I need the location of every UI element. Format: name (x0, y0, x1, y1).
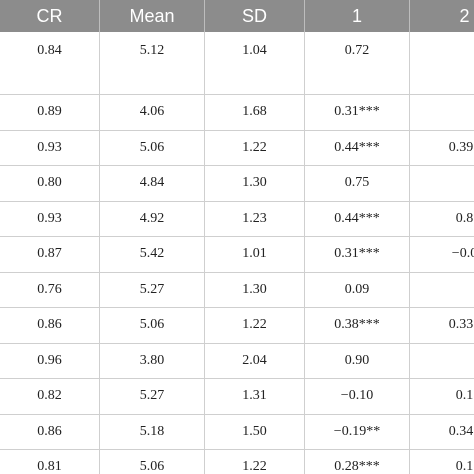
table-cell: −0.0 (410, 237, 474, 273)
table-cell: 1.22 (205, 308, 305, 344)
header-cell: 2 (410, 0, 474, 32)
table-cell: 0.75 (305, 166, 410, 202)
table-cell: −0.10 (305, 379, 410, 415)
table-cell: 5.12 (100, 32, 205, 95)
table-cell: 0.1 (410, 450, 474, 474)
table-cell: 0.90 (305, 343, 410, 379)
table-cell: 0.81 (0, 450, 100, 474)
table-cell: 5.06 (100, 308, 205, 344)
table-cell: 3.80 (100, 343, 205, 379)
table-cell: 1.01 (205, 237, 305, 273)
header-cell: Mean (100, 0, 205, 32)
table-cell: 0.38*** (305, 308, 410, 344)
table-cell: 0.86 (0, 414, 100, 450)
table-cell: 0.96 (0, 343, 100, 379)
empty-cell (410, 166, 474, 202)
table-cell: 0.39* (410, 131, 474, 166)
empty-cell (410, 32, 474, 95)
empty-cell (410, 273, 474, 308)
table-cell: 1.68 (205, 95, 305, 131)
table-cell: 2.04 (205, 343, 305, 379)
table-cell: 5.18 (100, 414, 205, 450)
header-cell: CR (0, 0, 100, 32)
table-cell: 5.06 (100, 450, 205, 474)
table-cell: 0.87 (0, 237, 100, 273)
empty-cell (410, 344, 474, 379)
table-cell: 0.72 (305, 32, 410, 95)
table-cell: 0.09 (305, 272, 410, 308)
table-cell: 0.84 (0, 32, 100, 95)
empty-cell (410, 95, 474, 131)
table-cell: 0.93 (0, 201, 100, 237)
table-cell: 0.34* (410, 415, 474, 450)
table-cell: 0.93 (0, 130, 100, 166)
table-cell: −0.19** (305, 414, 410, 450)
table-cell: 5.27 (100, 379, 205, 415)
table-cell: 1.22 (205, 130, 305, 166)
table-cell: 1.30 (205, 166, 305, 202)
table-cell: 5.42 (100, 237, 205, 273)
table-cell: 1.23 (205, 201, 305, 237)
table-cell: 0.86 (0, 308, 100, 344)
table-cell: 0.44*** (305, 130, 410, 166)
table-cell: 1.22 (205, 450, 305, 474)
header-cell: SD (205, 0, 305, 32)
table-cell: 0.28*** (305, 450, 410, 474)
header-cell: 1 (305, 0, 410, 32)
table-cell: 0.80 (0, 166, 100, 202)
table-cell: 0.89 (0, 95, 100, 131)
table-cell: 0.1 (410, 379, 474, 415)
table-cell: 4.92 (100, 201, 205, 237)
table-cell: 5.27 (100, 272, 205, 308)
table-cell: 1.04 (205, 32, 305, 95)
table-cell: 0.33* (410, 308, 474, 344)
table-cell: 1.31 (205, 379, 305, 415)
table-cell: 0.82 (0, 379, 100, 415)
table-cell: 1.50 (205, 414, 305, 450)
table-cell: 1.30 (205, 272, 305, 308)
table-cell: 0.44*** (305, 201, 410, 237)
table-cell: 0.76 (0, 272, 100, 308)
table-cell: 4.84 (100, 166, 205, 202)
table-cell: 0.8 (410, 202, 474, 237)
table-cell: 4.06 (100, 95, 205, 131)
table-cell: 0.31*** (305, 95, 410, 131)
table-cell: 5.06 (100, 130, 205, 166)
table-cell: 0.31*** (305, 237, 410, 273)
